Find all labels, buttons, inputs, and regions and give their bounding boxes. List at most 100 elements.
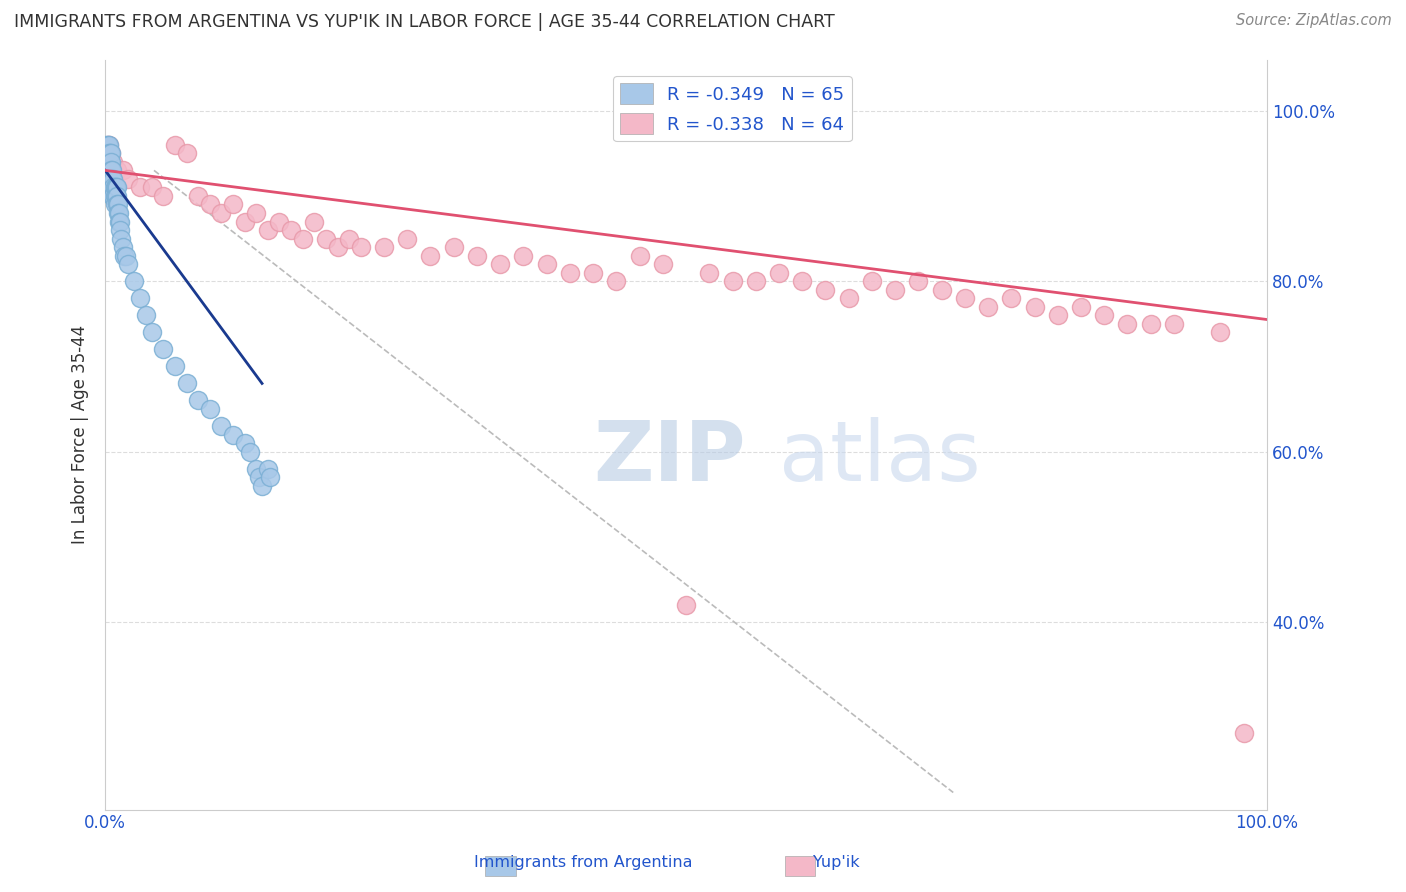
Point bbox=[100, 180, 122, 194]
Point bbox=[101, 163, 124, 178]
Point bbox=[97, 163, 120, 178]
Point bbox=[1046, 308, 1069, 322]
Point bbox=[512, 249, 534, 263]
Point bbox=[907, 274, 929, 288]
Point bbox=[110, 223, 132, 237]
Point bbox=[697, 266, 720, 280]
Y-axis label: In Labor Force | Age 35-44: In Labor Force | Age 35-44 bbox=[72, 325, 89, 544]
Point bbox=[558, 266, 581, 280]
Point bbox=[103, 154, 125, 169]
Point bbox=[103, 172, 125, 186]
Point bbox=[111, 240, 134, 254]
Point bbox=[176, 376, 198, 391]
Point bbox=[582, 266, 605, 280]
Point bbox=[163, 359, 186, 374]
Point bbox=[280, 223, 302, 237]
Point bbox=[104, 189, 127, 203]
Point bbox=[163, 137, 186, 152]
Point bbox=[675, 598, 697, 612]
Point bbox=[152, 343, 174, 357]
Point bbox=[1209, 326, 1232, 340]
Legend: R = -0.349   N = 65, R = -0.338   N = 64: R = -0.349 N = 65, R = -0.338 N = 64 bbox=[613, 76, 852, 141]
Point bbox=[1233, 726, 1256, 740]
Point bbox=[96, 146, 118, 161]
Text: Source: ZipAtlas.com: Source: ZipAtlas.com bbox=[1236, 13, 1392, 29]
Point bbox=[721, 274, 744, 288]
Point bbox=[257, 461, 280, 475]
Point bbox=[1070, 300, 1092, 314]
Point bbox=[605, 274, 627, 288]
Point bbox=[117, 172, 139, 186]
Point bbox=[103, 189, 125, 203]
Point bbox=[814, 283, 837, 297]
Point bbox=[304, 214, 326, 228]
Point bbox=[117, 257, 139, 271]
Point bbox=[122, 274, 145, 288]
Point bbox=[141, 180, 163, 194]
Point bbox=[209, 419, 232, 434]
Text: Yup'ik: Yup'ik bbox=[813, 855, 860, 870]
Point bbox=[101, 189, 124, 203]
Point bbox=[104, 180, 127, 194]
Point bbox=[100, 172, 122, 186]
Point bbox=[100, 146, 122, 161]
Point bbox=[259, 470, 281, 484]
Point bbox=[187, 189, 209, 203]
Text: ZIP: ZIP bbox=[593, 417, 745, 498]
Point bbox=[141, 326, 163, 340]
Point bbox=[105, 189, 128, 203]
Point bbox=[315, 231, 337, 245]
Point bbox=[105, 163, 128, 178]
Point bbox=[257, 223, 280, 237]
Point bbox=[103, 197, 125, 211]
Point bbox=[222, 427, 245, 442]
Point bbox=[103, 180, 125, 194]
Point bbox=[233, 214, 256, 228]
Point bbox=[97, 137, 120, 152]
Point bbox=[198, 197, 221, 211]
Point bbox=[373, 240, 395, 254]
Point bbox=[291, 231, 314, 245]
Point bbox=[97, 172, 120, 186]
Point bbox=[107, 197, 129, 211]
Point bbox=[110, 231, 132, 245]
Point bbox=[101, 172, 124, 186]
Point bbox=[269, 214, 291, 228]
Point bbox=[1163, 317, 1185, 331]
Point bbox=[536, 257, 558, 271]
Point bbox=[768, 266, 790, 280]
Point bbox=[110, 214, 132, 228]
Point bbox=[419, 249, 441, 263]
Point bbox=[187, 393, 209, 408]
Point bbox=[103, 180, 125, 194]
Point bbox=[108, 206, 131, 220]
Point bbox=[1000, 291, 1022, 305]
Point bbox=[1116, 317, 1139, 331]
Point bbox=[98, 163, 121, 178]
Point bbox=[443, 240, 465, 254]
Point bbox=[108, 214, 131, 228]
Point bbox=[97, 154, 120, 169]
Point bbox=[337, 231, 360, 245]
Point bbox=[247, 470, 270, 484]
Point bbox=[97, 146, 120, 161]
Point bbox=[97, 137, 120, 152]
Point bbox=[96, 154, 118, 169]
Point bbox=[860, 274, 883, 288]
Point bbox=[103, 189, 125, 203]
Text: atlas: atlas bbox=[779, 417, 981, 498]
Point bbox=[245, 461, 267, 475]
Point bbox=[100, 154, 122, 169]
Point bbox=[838, 291, 860, 305]
Point bbox=[250, 479, 273, 493]
Point bbox=[96, 146, 118, 161]
Point bbox=[489, 257, 512, 271]
Point bbox=[350, 240, 373, 254]
Text: IMMIGRANTS FROM ARGENTINA VS YUP'IK IN LABOR FORCE | AGE 35-44 CORRELATION CHART: IMMIGRANTS FROM ARGENTINA VS YUP'IK IN L… bbox=[14, 13, 835, 31]
Point bbox=[115, 249, 138, 263]
Point bbox=[100, 163, 122, 178]
Point bbox=[651, 257, 673, 271]
Point bbox=[628, 249, 651, 263]
Point bbox=[884, 283, 907, 297]
Point bbox=[96, 137, 118, 152]
